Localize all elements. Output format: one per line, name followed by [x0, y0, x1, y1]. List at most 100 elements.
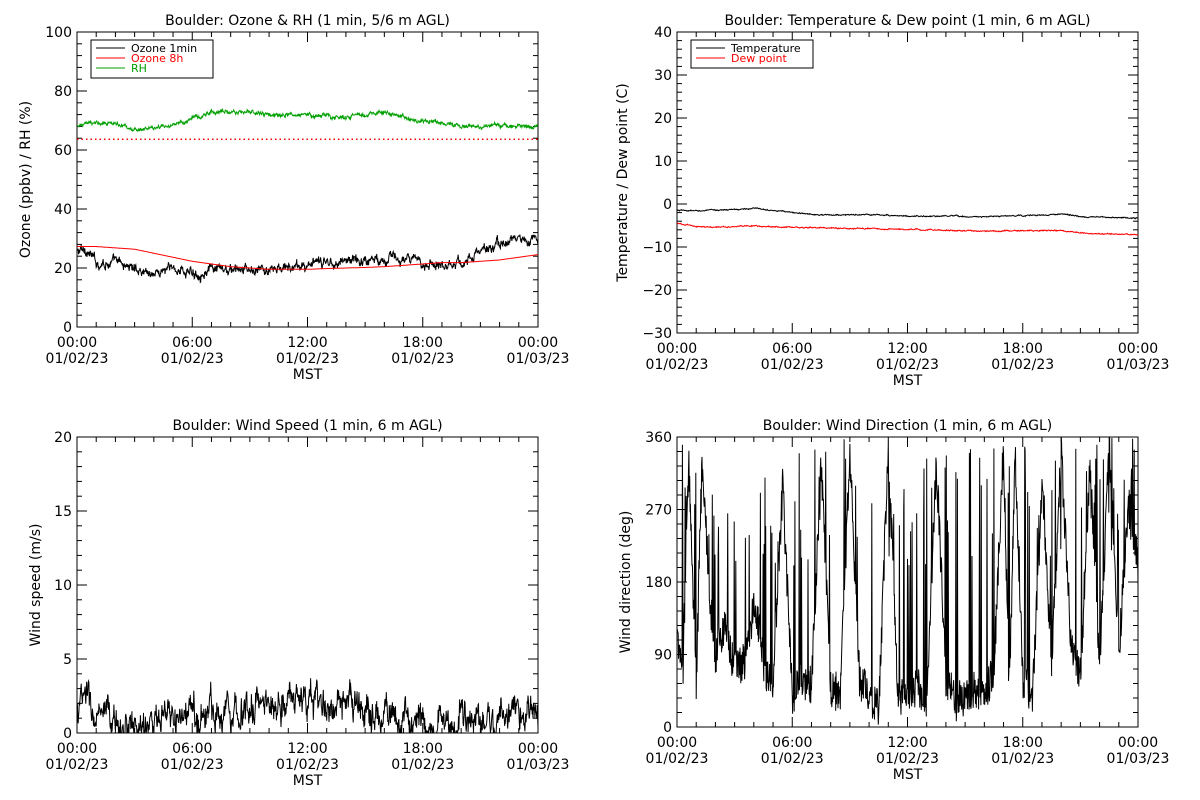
y-tick-label: −20 [642, 283, 672, 299]
x-tick-time: 00:00 [518, 741, 558, 757]
plot-area [677, 437, 1138, 725]
x-tick-time: 12:00 [887, 341, 927, 357]
x-tick-time: 00:00 [657, 341, 697, 357]
series-line-ozone-1min [77, 234, 538, 284]
x-tick-time: 06:00 [172, 335, 212, 351]
chart-title: Boulder: Temperature & Dew point (1 min,… [724, 13, 1090, 29]
plot-area [77, 107, 538, 284]
x-tick-date: 01/02/23 [646, 751, 709, 767]
x-tick-time: 00:00 [518, 335, 558, 351]
chart-panel-2: Boulder: Temperature & Dew point (1 min,… [615, 13, 1169, 389]
y-tick-label: 0 [663, 720, 672, 736]
chart-title: Boulder: Wind Speed (1 min, 6 m AGL) [172, 418, 442, 434]
legend-label: Dew point [731, 52, 787, 65]
legend-box [90, 39, 214, 79]
y-tick-label: 0 [63, 726, 72, 742]
y-tick-label: 20 [54, 430, 72, 446]
y-axis-label: Temperature / Dew point (C) [615, 83, 631, 282]
x-tick-time: 12:00 [287, 741, 327, 757]
x-tick-date: 01/02/23 [46, 351, 109, 367]
y-tick-label: 20 [654, 111, 672, 127]
x-axis-label: MST [893, 767, 923, 783]
x-tick-date: 01/02/23 [991, 751, 1054, 767]
x-tick-date: 01/02/23 [876, 357, 939, 373]
y-tick-label: 80 [54, 84, 72, 100]
y-tick-label: 360 [645, 430, 672, 446]
x-tick-date: 01/03/23 [507, 757, 570, 773]
y-tick-label: −30 [642, 326, 672, 342]
x-tick-time: 18:00 [1003, 735, 1043, 751]
x-tick-time: 00:00 [1118, 735, 1158, 751]
x-tick-time: 12:00 [287, 335, 327, 351]
chart-panel-4: Boulder: Wind Direction (1 min, 6 m AGL)… [618, 418, 1169, 783]
series-line-dew-point [677, 222, 1138, 236]
x-tick-date: 01/02/23 [991, 357, 1054, 373]
x-tick-date: 01/02/23 [391, 757, 454, 773]
plot-frame [676, 31, 1139, 334]
legend-label: Ozone 8h [131, 52, 183, 65]
x-tick-time: 00:00 [1118, 341, 1158, 357]
y-tick-label: 90 [654, 648, 672, 664]
x-tick-date: 01/02/23 [761, 357, 824, 373]
x-tick-time: 06:00 [172, 741, 212, 757]
plot-area [677, 207, 1138, 236]
legend-label: Temperature [730, 42, 801, 55]
plot-frame [76, 436, 539, 734]
x-tick-date: 01/02/23 [391, 351, 454, 367]
x-tick-date: 01/02/23 [161, 351, 224, 367]
x-tick-date: 01/03/23 [507, 351, 570, 367]
x-tick-date: 01/02/23 [276, 351, 339, 367]
y-tick-label: 180 [645, 575, 672, 591]
x-tick-date: 01/02/23 [876, 751, 939, 767]
series-line-1 [77, 678, 538, 733]
x-tick-time: 00:00 [57, 335, 97, 351]
chart-title: Boulder: Wind Direction (1 min, 6 m AGL) [763, 418, 1052, 434]
y-tick-label: 100 [45, 25, 72, 41]
plot-area [77, 678, 538, 733]
y-tick-label: 270 [645, 503, 672, 519]
x-tick-time: 06:00 [772, 341, 812, 357]
series-line-ozone-8h [77, 246, 538, 270]
x-tick-time: 18:00 [1003, 341, 1043, 357]
y-axis-label: Wind direction (deg) [618, 511, 634, 654]
series-line-1 [677, 437, 1138, 725]
legend-label: Ozone 1min [131, 42, 197, 55]
y-tick-label: 40 [654, 25, 672, 41]
x-tick-date: 01/02/23 [276, 757, 339, 773]
legend-box [690, 39, 814, 69]
x-axis-label: MST [293, 773, 323, 789]
x-tick-time: 00:00 [657, 735, 697, 751]
chart-panel-3: Boulder: Wind Speed (1 min, 6 m AGL) 0 5 10… [28, 418, 569, 789]
legend-label: RH [131, 62, 147, 75]
y-tick-label: 40 [54, 202, 72, 218]
y-tick-label: 0 [663, 197, 672, 213]
x-tick-time: 12:00 [887, 735, 927, 751]
chart-title: Boulder: Ozone & RH (1 min, 5/6 m AGL) [165, 13, 450, 29]
y-tick-label: 20 [54, 261, 72, 277]
x-tick-date: 01/02/23 [161, 757, 224, 773]
chart-panel-1: Boulder: Ozone & RH (1 min, 5/6 m AGL) 0 2… [18, 13, 569, 383]
series-line-temperature [677, 207, 1138, 220]
x-tick-time: 18:00 [403, 741, 443, 757]
x-tick-date: 01/02/23 [46, 757, 109, 773]
x-tick-time: 00:00 [57, 741, 97, 757]
x-axis-label: MST [293, 367, 323, 383]
y-tick-label: 15 [54, 504, 72, 520]
x-tick-date: 01/02/23 [646, 357, 709, 373]
series-line-rh [77, 107, 538, 133]
y-tick-label: 10 [654, 154, 672, 170]
x-axis-label: MST [893, 373, 923, 389]
y-tick-label: 60 [54, 143, 72, 159]
x-tick-date: 01/03/23 [1107, 751, 1170, 767]
y-axis-label: Ozone (ppbv) / RH (%) [18, 101, 34, 258]
x-tick-time: 06:00 [772, 735, 812, 751]
y-tick-label: 5 [63, 652, 72, 668]
x-tick-date: 01/03/23 [1107, 357, 1170, 373]
y-tick-label: 0 [63, 320, 72, 336]
x-tick-date: 01/02/23 [761, 751, 824, 767]
x-tick-time: 18:00 [403, 335, 443, 351]
y-tick-label: −10 [642, 240, 672, 256]
